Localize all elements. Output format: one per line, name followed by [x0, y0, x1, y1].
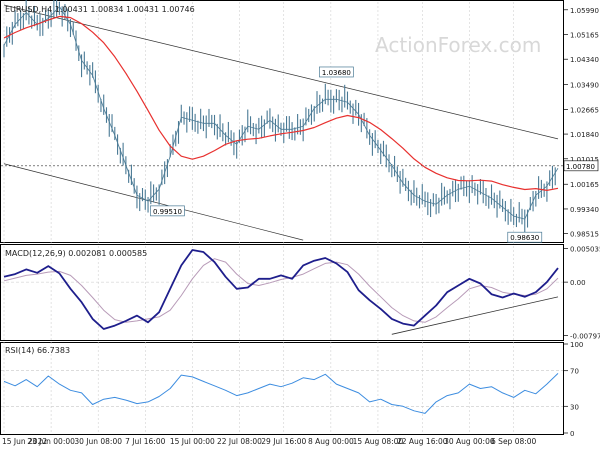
- x-tick-label: 23 Jun 00:00: [27, 437, 75, 446]
- x-tick-label: 30 Jun 08:00: [74, 437, 122, 446]
- price-y-tick-label: 1.05990: [570, 7, 599, 15]
- price-panel-frame: [0, 0, 564, 243]
- x-tick-label: 22 Jul 08:00: [217, 437, 262, 446]
- price-y-tick-label: 1.03490: [570, 82, 599, 90]
- x-tick-label: 6 Sep 08:00: [491, 437, 537, 446]
- rsi-panel-frame: [0, 342, 564, 435]
- moving-average-line: [3, 15, 559, 191]
- price-annotation-label: 1.03680: [322, 69, 351, 77]
- price-y-tick-label: 1.05165: [570, 31, 599, 39]
- channel-upper-line: [3, 4, 559, 140]
- price-close-line: [3, 6, 559, 220]
- price-y-tick-label: 1.00165: [570, 181, 599, 189]
- macd-trendline: [391, 296, 559, 335]
- price-panel-title: EURUSD,H4 1.00431 1.00834 1.00431 1.0074…: [5, 5, 195, 14]
- x-tick-label: 15 Aug 08:00: [353, 437, 404, 446]
- x-tick-label: 15 Jul 00:00: [170, 437, 215, 446]
- price-annotation-label: 0.99510: [153, 208, 182, 216]
- rsi-panel-title: RSI(14) 66.7383: [5, 346, 70, 355]
- x-tick-label: 7 Jul 16:00: [125, 437, 165, 446]
- current-price-tag: [563, 160, 599, 172]
- rsi-line: [3, 373, 559, 414]
- x-tick-label: 29 Jul 16:00: [261, 437, 306, 446]
- x-tick-label: 30 Aug 00:00: [444, 437, 495, 446]
- price-annotation-box: [319, 66, 354, 78]
- macd-y-tick-label: 0.00: [570, 279, 586, 287]
- macd-main-line: [3, 249, 559, 330]
- x-tick-label: 15 Jun 2022: [2, 437, 47, 446]
- macd-panel-title: MACD(12,26,9) 0.002081 0.000585: [5, 249, 147, 258]
- macd-panel-frame: [0, 244, 564, 341]
- macd-y-tick-label: -0.007973: [570, 332, 600, 340]
- price-y-tick-label: 1.02665: [570, 106, 599, 114]
- price-y-tick-label: 1.01840: [570, 131, 599, 139]
- rsi-y-tick-label: 70: [570, 368, 579, 376]
- rsi-y-tick-label: 0: [570, 430, 574, 438]
- x-tick-label: 8 Aug 00:00: [308, 437, 354, 446]
- price-y-tick-label: 1.01015: [570, 156, 599, 164]
- price-annotation-label: 0.98630: [510, 234, 539, 242]
- price-y-tick-label: 0.99340: [570, 206, 599, 214]
- price-annotation-box: [150, 205, 185, 217]
- price-annotation-box: [507, 231, 543, 243]
- watermark-text: ActionForex.com: [375, 33, 541, 57]
- rsi-y-tick-label: 100: [570, 341, 583, 349]
- rsi-y-tick-label: 30: [570, 403, 579, 411]
- macd-y-tick-label: 0.005035: [570, 245, 600, 253]
- macd-signal-line: [3, 258, 559, 323]
- price-y-tick-label: 1.04340: [570, 56, 599, 64]
- current-price-label: 1.00780: [566, 163, 595, 171]
- x-tick-label: 22 Aug 16:00: [397, 437, 448, 446]
- price-y-tick-label: 0.98515: [570, 231, 599, 239]
